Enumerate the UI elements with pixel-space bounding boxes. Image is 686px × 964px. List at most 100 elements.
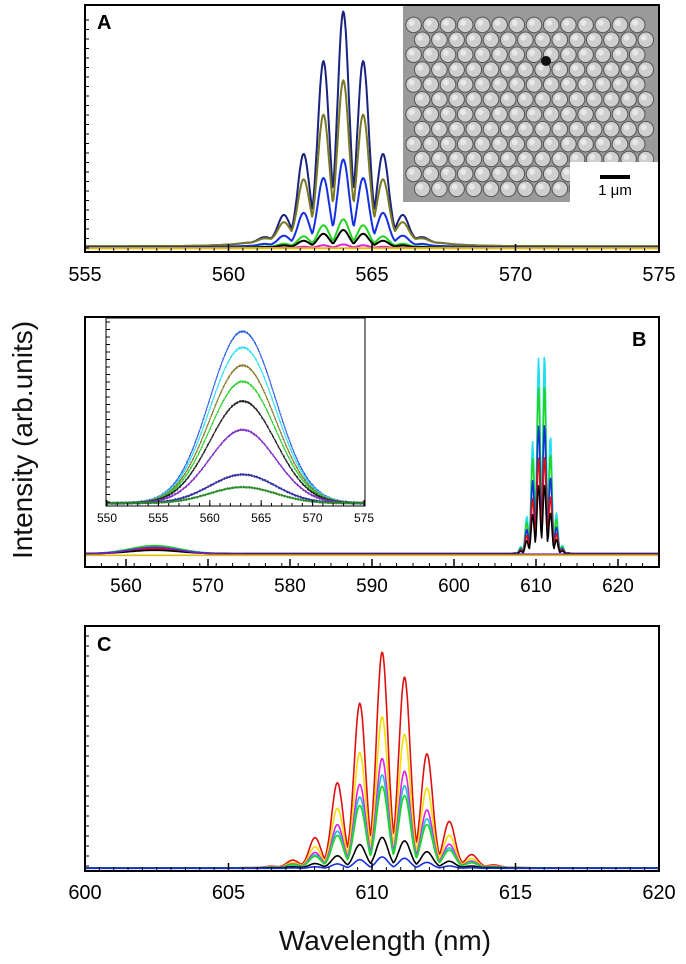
sem-scale-bar <box>600 175 630 179</box>
sem-sphere-highlight <box>640 34 647 41</box>
panel-b-label: B <box>632 329 646 351</box>
sem-sphere-highlight <box>460 49 467 56</box>
panel-b-tick-label: 570 <box>192 576 224 597</box>
sem-sphere-highlight <box>537 154 544 160</box>
sem-sphere-highlight <box>623 154 630 160</box>
sem-sphere-highlight <box>520 154 527 160</box>
sem-sphere-highlight <box>486 183 492 190</box>
sem-sphere-highlight <box>546 109 553 116</box>
sem-sphere-highlight <box>615 109 621 116</box>
sem-scale-bar-label: 1 μm <box>598 182 632 199</box>
sem-sphere-highlight <box>589 64 596 71</box>
sem-sphere-highlight <box>529 139 535 146</box>
sem-sphere-highlight <box>494 19 501 26</box>
sem-sphere-highlight <box>417 183 424 190</box>
sem-sphere-highlight <box>589 34 596 41</box>
sem-sphere-highlight <box>640 154 647 160</box>
sem-sphere-highlight <box>563 79 570 86</box>
sem-sphere-highlight <box>417 94 424 101</box>
sem-sphere-highlight <box>554 94 561 101</box>
sem-sphere-highlight <box>425 19 432 26</box>
sem-sphere-highlight <box>572 64 578 71</box>
sem-sphere-highlight <box>494 109 501 116</box>
sem-sphere-highlight <box>434 183 441 190</box>
sem-sphere-highlight <box>434 64 441 71</box>
panel-b-inset-ticks: 550 555 560 565 570 575 <box>97 321 374 525</box>
sem-sphere-highlight <box>546 139 553 146</box>
sem-sphere-highlight <box>460 19 467 26</box>
sem-sphere-highlight <box>408 139 415 146</box>
sem-sphere-highlight <box>623 94 630 101</box>
sem-sphere-highlight <box>520 34 527 41</box>
sem-sphere-highlight <box>640 64 647 71</box>
panel-b-tick-label: 600 <box>438 576 470 597</box>
sem-sphere-highlight <box>529 79 535 86</box>
sem-sphere-highlight <box>503 64 510 71</box>
sem-sphere-highlight <box>486 124 492 131</box>
sem-sphere-highlight <box>563 109 570 116</box>
sem-sphere-highlight <box>443 168 449 175</box>
sem-sphere-highlight <box>615 19 621 26</box>
sem-sphere-highlight <box>563 139 570 146</box>
sem-sphere-highlight <box>477 109 484 116</box>
sem-sphere-highlight <box>425 139 432 146</box>
sem-sphere-highlight <box>451 124 458 131</box>
sem-sphere-highlight <box>511 19 518 26</box>
sem-sphere-highlight <box>520 124 527 131</box>
sem-sphere-highlight <box>408 109 415 116</box>
sem-sphere-highlight <box>511 109 518 116</box>
sem-sphere-highlight <box>572 94 578 101</box>
sem-sphere-highlight <box>434 154 441 160</box>
sem-sphere-highlight <box>511 79 518 86</box>
sem-scale-bar-backdrop <box>570 162 658 202</box>
panel-b-tick-label: 580 <box>274 576 306 597</box>
sem-sphere-highlight <box>615 49 621 56</box>
sem-sphere-highlight <box>503 34 510 41</box>
sem-sphere-highlight <box>417 34 424 41</box>
sem-sphere-highlight <box>486 154 492 160</box>
sem-sphere-highlight <box>632 79 639 86</box>
sem-sphere-highlight <box>537 183 544 190</box>
sem-sphere-highlight <box>443 109 449 116</box>
sem-sphere-highlight <box>443 79 449 86</box>
sem-sphere-highlight <box>503 154 510 160</box>
sem-sphere-highlight <box>632 19 639 26</box>
sem-sphere-highlight <box>408 79 415 86</box>
sem-sphere-highlight <box>425 168 432 175</box>
sem-sphere-highlight <box>554 124 561 131</box>
sem-sphere-highlight <box>477 168 484 175</box>
sem-sphere-highlight <box>486 94 492 101</box>
sem-sphere-highlight <box>529 49 535 56</box>
sem-sphere-highlight <box>589 124 596 131</box>
sem-sphere-highlight <box>563 19 570 26</box>
panel-a-tick-label: 575 <box>642 264 675 286</box>
sem-sphere-highlight <box>563 168 570 175</box>
panel-b-inset-series-black <box>106 399 365 505</box>
sem-sphere-highlight <box>537 34 544 41</box>
sem-sphere-highlight <box>494 168 501 175</box>
sem-sphere-highlight <box>425 109 432 116</box>
panel-b-tick-label: 610 <box>520 576 552 597</box>
panel-b-tick-label: 560 <box>110 576 142 597</box>
panel-b-ticks: 560 570 580 590 600 610 620 <box>84 559 660 597</box>
sem-sphere-highlight <box>537 64 544 71</box>
sem-sphere-highlight <box>546 19 553 26</box>
sem-sphere-highlight <box>503 183 510 190</box>
sem-sphere-highlight <box>460 109 467 116</box>
sem-sphere-highlight <box>529 168 535 175</box>
sem-sphere-highlight <box>563 49 570 56</box>
sem-sphere-highlight <box>434 34 441 41</box>
sem-sphere-highlight <box>615 139 621 146</box>
sem-sphere-highlight <box>511 168 518 175</box>
panel-c-curves <box>85 651 659 870</box>
sem-sphere-highlight <box>632 139 639 146</box>
sem-sphere-highlight <box>434 124 441 131</box>
panel-b-inset-tick-label: 550 <box>97 511 117 525</box>
sem-sphere-highlight <box>443 19 449 26</box>
sem-sphere-highlight <box>580 79 587 86</box>
panel-c-tick-label: 610 <box>355 882 388 904</box>
sem-sphere-highlight <box>408 168 415 175</box>
panel-b-inset-tick-label: 570 <box>303 511 323 525</box>
sem-sphere-highlight <box>468 64 475 71</box>
panel-c-tick-label: 620 <box>642 882 675 904</box>
